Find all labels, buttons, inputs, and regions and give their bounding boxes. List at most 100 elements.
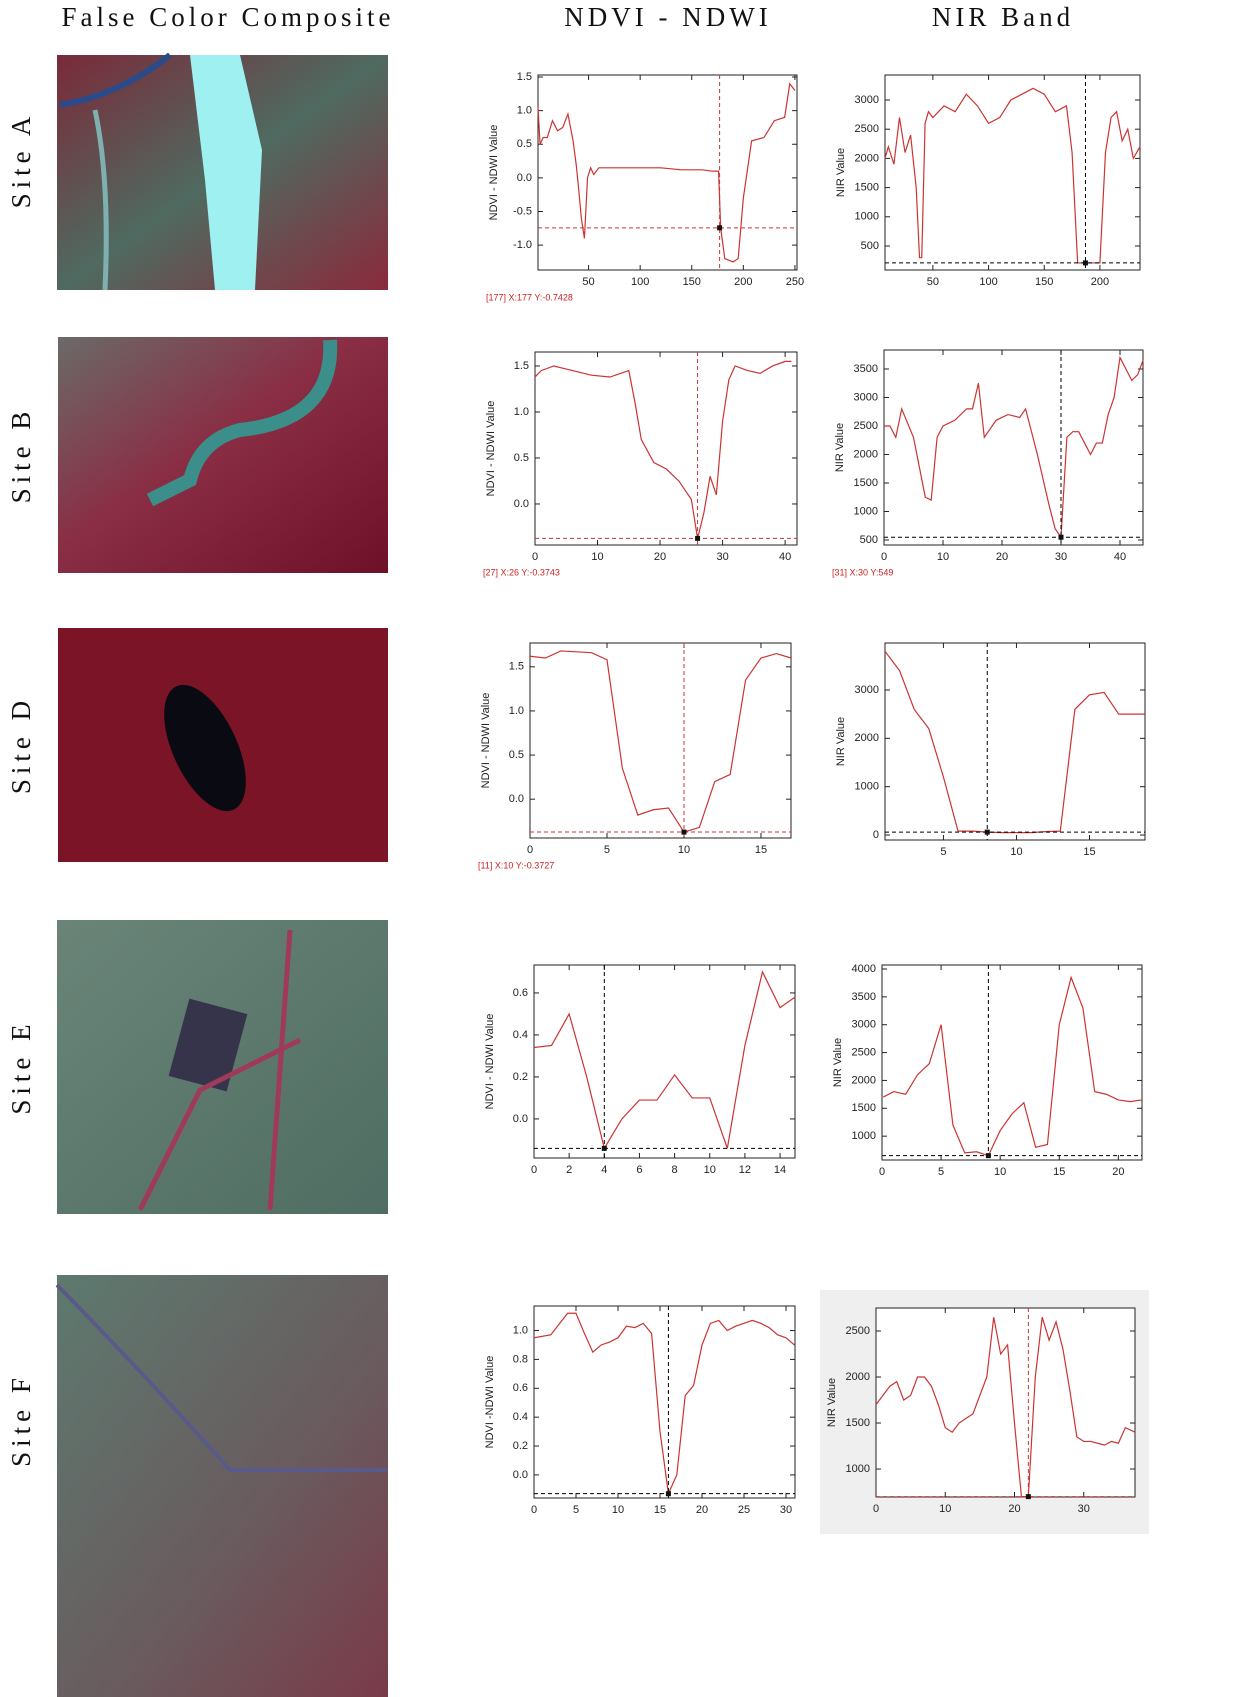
crosshair-point	[665, 1491, 671, 1497]
y-tick-label: 1.0	[509, 705, 524, 717]
y-tick-label: 3500	[852, 991, 876, 1003]
x-tick-label: 250	[786, 276, 804, 288]
y-tick-label: 0.6	[513, 1382, 528, 1394]
y-tick-label: 3000	[855, 684, 879, 696]
x-tick-label: 25	[738, 1504, 750, 1516]
y-tick-label: 1.5	[514, 360, 529, 372]
x-tick-label: 0	[531, 1164, 537, 1176]
y-tick-label: 0.5	[514, 452, 529, 464]
y-tick-label: 1000	[854, 505, 878, 517]
y-tick-label: 0.2	[513, 1440, 528, 1452]
y-tick-label: -0.5	[513, 205, 532, 217]
river	[146, 339, 338, 507]
y-axis-label: NIR Value	[826, 1378, 838, 1427]
y-tick-label: 1500	[852, 1102, 876, 1114]
x-tick-label: 200	[1091, 276, 1109, 288]
river	[190, 55, 262, 290]
plot-area	[534, 351, 798, 546]
x-tick-label: 5	[940, 846, 946, 858]
y-tick-label: 2000	[852, 1074, 876, 1086]
y-axis-label: NDVI - NDWI Value	[485, 401, 497, 497]
x-tick-label: 30	[780, 1504, 792, 1516]
site-images	[55, 52, 388, 1697]
y-tick-label: 0	[873, 829, 879, 841]
crosshair-point	[1058, 534, 1064, 540]
y-tick-label: 1000	[852, 1130, 876, 1142]
row-label: Site E	[6, 1019, 36, 1114]
x-tick-label: 10	[591, 551, 603, 563]
y-tick-label: 0.4	[513, 1411, 528, 1423]
plot-area	[884, 642, 1146, 841]
data-line	[534, 360, 792, 539]
x-tick-label: 0	[881, 551, 887, 563]
y-tick-label: 0.0	[513, 1113, 528, 1125]
x-tick-label: 100	[979, 276, 997, 288]
x-tick-label: 12	[739, 1164, 751, 1176]
row-label: Site B	[6, 407, 36, 504]
x-tick-label: 20	[696, 1504, 708, 1516]
row-label: Site D	[6, 696, 36, 794]
y-tick-label: 3500	[854, 363, 878, 375]
y-axis-label: NDVI - NDWI Value	[488, 125, 500, 221]
x-tick-label: 0	[532, 551, 538, 563]
x-tick-label: 10	[1010, 846, 1022, 858]
y-tick-label: 1.5	[517, 71, 532, 83]
row-label: Site F	[6, 1373, 36, 1467]
y-axis-label: NIR Value	[832, 1038, 844, 1087]
y-tick-label: 1.0	[513, 1324, 528, 1336]
y-tick-label: 2500	[854, 420, 878, 432]
x-tick-label: 30	[1055, 551, 1067, 563]
y-tick-label: 1000	[855, 211, 879, 223]
plot-area	[884, 74, 1141, 271]
y-tick-label: 4000	[852, 963, 876, 975]
y-tick-label: 3000	[852, 1019, 876, 1031]
x-tick-label: 2	[566, 1164, 572, 1176]
plot-area	[883, 349, 1144, 546]
y-tick-label: 0.0	[513, 1469, 528, 1481]
x-tick-label: 8	[672, 1164, 678, 1176]
crosshair-point	[985, 1153, 991, 1159]
x-tick-label: 5	[573, 1504, 579, 1516]
plot-area	[533, 964, 796, 1159]
y-tick-label: 2500	[846, 1325, 870, 1337]
lake	[164, 684, 246, 812]
data-line	[533, 970, 796, 1150]
x-tick-label: 10	[704, 1164, 716, 1176]
ponds	[168, 998, 248, 1092]
crosshair-point	[681, 829, 687, 835]
x-tick-label: 40	[779, 551, 791, 563]
y-tick-label: 1500	[854, 477, 878, 489]
plot-area	[881, 964, 1143, 1161]
y-tick-label: 2000	[854, 448, 878, 460]
y-axis-label: NDVI -NDWI Value	[484, 1356, 496, 1449]
y-tick-label: 0.8	[513, 1353, 528, 1365]
y-tick-label: 2000	[855, 732, 879, 744]
data-line	[884, 87, 1141, 264]
image-site-f	[57, 1275, 388, 1697]
crosshair-point	[1082, 260, 1088, 266]
x-tick-label: 20	[996, 551, 1008, 563]
y-tick-label: 0.5	[517, 138, 532, 150]
y-tick-label: -1.0	[513, 239, 532, 251]
x-tick-label: 4	[601, 1164, 607, 1176]
y-tick-label: 1.0	[514, 406, 529, 418]
x-tick-label: 5	[604, 844, 610, 856]
x-tick-label: 15	[1053, 1166, 1065, 1178]
x-tick-label: 10	[937, 551, 949, 563]
x-tick-label: 150	[1035, 276, 1053, 288]
data-line	[882, 975, 1143, 1157]
y-axis-label: NIR Value	[834, 423, 846, 472]
x-tick-label: 5	[938, 1166, 944, 1178]
y-tick-label: 0.0	[509, 793, 524, 805]
x-tick-label: 10	[678, 844, 690, 856]
column-title: False Color Composite	[62, 2, 395, 32]
data-line	[884, 650, 1145, 834]
crosshair-point	[695, 535, 701, 541]
data-line	[884, 355, 1144, 539]
x-tick-label: 30	[716, 551, 728, 563]
column-title: NDVI - NDWI	[564, 2, 771, 32]
y-tick-label: 2000	[855, 152, 879, 164]
column-title: NIR Band	[932, 2, 1074, 32]
